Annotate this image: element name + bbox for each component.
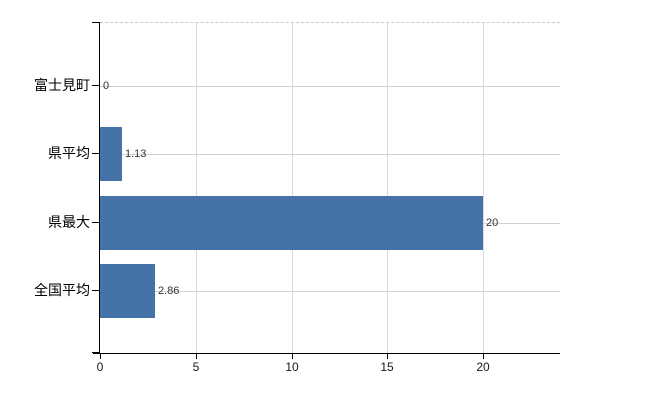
gridline-vertical bbox=[196, 23, 197, 353]
gridline-vertical bbox=[292, 23, 293, 353]
x-axis-tick bbox=[387, 354, 388, 359]
y-axis-line bbox=[99, 22, 100, 353]
gridline-vertical bbox=[387, 23, 388, 353]
x-axis-tick-label: 5 bbox=[192, 360, 200, 374]
gridline-horizontal bbox=[100, 291, 560, 292]
x-axis-tick bbox=[100, 354, 101, 359]
x-axis-line bbox=[93, 353, 560, 354]
x-axis-tick bbox=[196, 354, 197, 359]
category-label: 富士見町 bbox=[34, 77, 90, 93]
bar bbox=[100, 127, 122, 181]
y-axis-tick bbox=[92, 290, 99, 291]
x-axis-tick bbox=[292, 354, 293, 359]
plot-area: 0 1.13 20 2.86 bbox=[100, 22, 560, 353]
y-axis-tick bbox=[92, 222, 99, 223]
bar-value-label: 1.13 bbox=[125, 148, 147, 160]
bar-value-label: 0 bbox=[103, 80, 110, 92]
y-axis-tick bbox=[92, 352, 99, 353]
gridline-vertical bbox=[483, 23, 484, 353]
category-label: 県平均 bbox=[48, 145, 90, 161]
x-axis-tick bbox=[483, 354, 484, 359]
y-axis-tick bbox=[92, 85, 99, 86]
bar bbox=[100, 196, 483, 250]
gridline-horizontal bbox=[100, 86, 560, 87]
x-axis-tick-label: 20 bbox=[476, 360, 490, 374]
bar-value-label: 2.86 bbox=[158, 285, 180, 297]
y-axis-tick bbox=[92, 153, 99, 154]
x-axis-tick-label: 10 bbox=[285, 360, 299, 374]
x-axis-tick-label: 15 bbox=[380, 360, 394, 374]
bar-value-label: 20 bbox=[486, 217, 499, 229]
gridline-horizontal bbox=[100, 154, 560, 155]
y-axis-tick bbox=[92, 22, 99, 23]
category-label: 県最大 bbox=[48, 214, 90, 230]
category-label: 全国平均 bbox=[34, 282, 90, 298]
x-axis-tick-label: 0 bbox=[96, 360, 104, 374]
bar bbox=[100, 264, 155, 318]
